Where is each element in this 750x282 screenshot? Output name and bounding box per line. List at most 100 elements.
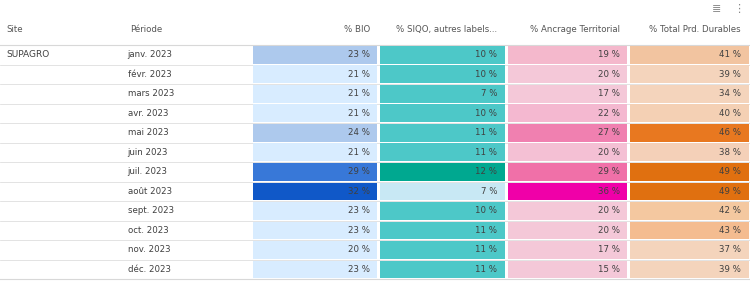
Text: 32 %: 32 %: [348, 187, 370, 196]
Text: 49 %: 49 %: [719, 187, 741, 196]
Text: août 2023: août 2023: [128, 187, 172, 196]
Text: sept. 2023: sept. 2023: [128, 206, 173, 215]
FancyBboxPatch shape: [630, 241, 748, 259]
Text: 17 %: 17 %: [598, 89, 619, 98]
FancyBboxPatch shape: [380, 202, 505, 220]
Text: % Ancrage Territorial: % Ancrage Territorial: [530, 25, 620, 34]
FancyBboxPatch shape: [380, 241, 505, 259]
Text: 10 %: 10 %: [476, 109, 497, 118]
FancyBboxPatch shape: [253, 124, 377, 142]
FancyBboxPatch shape: [380, 144, 505, 161]
Text: 20 %: 20 %: [598, 226, 619, 235]
Text: 23 %: 23 %: [348, 206, 370, 215]
FancyBboxPatch shape: [253, 241, 377, 259]
FancyBboxPatch shape: [253, 46, 377, 64]
FancyBboxPatch shape: [380, 261, 505, 278]
Text: 11 %: 11 %: [476, 128, 497, 137]
FancyBboxPatch shape: [630, 104, 748, 122]
Text: 23 %: 23 %: [348, 265, 370, 274]
FancyBboxPatch shape: [253, 202, 377, 220]
FancyBboxPatch shape: [508, 182, 627, 200]
Text: 34 %: 34 %: [719, 89, 741, 98]
FancyBboxPatch shape: [508, 124, 627, 142]
Text: 21 %: 21 %: [348, 89, 370, 98]
FancyBboxPatch shape: [508, 144, 627, 161]
Text: oct. 2023: oct. 2023: [128, 226, 168, 235]
Text: 12 %: 12 %: [476, 168, 497, 177]
FancyBboxPatch shape: [508, 202, 627, 220]
Text: 24 %: 24 %: [348, 128, 370, 137]
Text: 37 %: 37 %: [719, 245, 741, 254]
Text: 20 %: 20 %: [348, 245, 370, 254]
FancyBboxPatch shape: [630, 124, 748, 142]
Text: 17 %: 17 %: [598, 245, 619, 254]
Text: 39 %: 39 %: [719, 70, 741, 79]
FancyBboxPatch shape: [630, 182, 748, 200]
Text: ⋮: ⋮: [734, 4, 744, 14]
Text: % BIO: % BIO: [344, 25, 370, 34]
FancyBboxPatch shape: [630, 261, 748, 278]
FancyBboxPatch shape: [380, 85, 505, 103]
Text: 15 %: 15 %: [598, 265, 619, 274]
Text: 11 %: 11 %: [476, 148, 497, 157]
Text: 20 %: 20 %: [598, 148, 619, 157]
Text: 21 %: 21 %: [348, 109, 370, 118]
Text: 21 %: 21 %: [348, 148, 370, 157]
FancyBboxPatch shape: [630, 46, 748, 64]
FancyBboxPatch shape: [380, 46, 505, 64]
FancyBboxPatch shape: [508, 163, 627, 181]
FancyBboxPatch shape: [508, 222, 627, 239]
Text: 7 %: 7 %: [481, 187, 497, 196]
Text: Période: Période: [130, 25, 162, 34]
Text: 29 %: 29 %: [598, 168, 619, 177]
Text: 20 %: 20 %: [598, 206, 619, 215]
Text: 39 %: 39 %: [719, 265, 741, 274]
FancyBboxPatch shape: [380, 163, 505, 181]
Text: 38 %: 38 %: [719, 148, 741, 157]
FancyBboxPatch shape: [380, 182, 505, 200]
FancyBboxPatch shape: [253, 222, 377, 239]
Text: 21 %: 21 %: [348, 70, 370, 79]
Text: juin 2023: juin 2023: [128, 148, 168, 157]
FancyBboxPatch shape: [380, 222, 505, 239]
FancyBboxPatch shape: [508, 104, 627, 122]
Text: 23 %: 23 %: [348, 226, 370, 235]
FancyBboxPatch shape: [253, 163, 377, 181]
FancyBboxPatch shape: [380, 104, 505, 122]
Text: ≣: ≣: [712, 4, 721, 14]
Text: 20 %: 20 %: [598, 70, 619, 79]
FancyBboxPatch shape: [380, 65, 505, 83]
FancyBboxPatch shape: [253, 65, 377, 83]
Text: févr. 2023: févr. 2023: [128, 70, 171, 79]
FancyBboxPatch shape: [508, 65, 627, 83]
Text: 11 %: 11 %: [476, 245, 497, 254]
Text: 42 %: 42 %: [719, 206, 741, 215]
FancyBboxPatch shape: [380, 124, 505, 142]
FancyBboxPatch shape: [630, 85, 748, 103]
Text: 10 %: 10 %: [476, 50, 497, 60]
FancyBboxPatch shape: [508, 261, 627, 278]
Text: avr. 2023: avr. 2023: [128, 109, 168, 118]
Text: Site: Site: [6, 25, 22, 34]
Text: 10 %: 10 %: [476, 206, 497, 215]
Text: 41 %: 41 %: [719, 50, 741, 60]
Text: 23 %: 23 %: [348, 50, 370, 60]
Text: juil. 2023: juil. 2023: [128, 168, 167, 177]
FancyBboxPatch shape: [253, 85, 377, 103]
Text: 36 %: 36 %: [598, 187, 619, 196]
FancyBboxPatch shape: [508, 85, 627, 103]
Text: SUPAGRO: SUPAGRO: [6, 50, 50, 60]
Text: nov. 2023: nov. 2023: [128, 245, 170, 254]
Text: 49 %: 49 %: [719, 168, 741, 177]
FancyBboxPatch shape: [253, 104, 377, 122]
Text: mars 2023: mars 2023: [128, 89, 174, 98]
Text: 22 %: 22 %: [598, 109, 619, 118]
Text: mai 2023: mai 2023: [128, 128, 168, 137]
Text: 10 %: 10 %: [476, 70, 497, 79]
FancyBboxPatch shape: [630, 202, 748, 220]
FancyBboxPatch shape: [630, 65, 748, 83]
FancyBboxPatch shape: [253, 182, 377, 200]
FancyBboxPatch shape: [630, 222, 748, 239]
Text: % Total Prd. Durables: % Total Prd. Durables: [650, 25, 741, 34]
Text: % SIQO, autres labels...: % SIQO, autres labels...: [396, 25, 497, 34]
